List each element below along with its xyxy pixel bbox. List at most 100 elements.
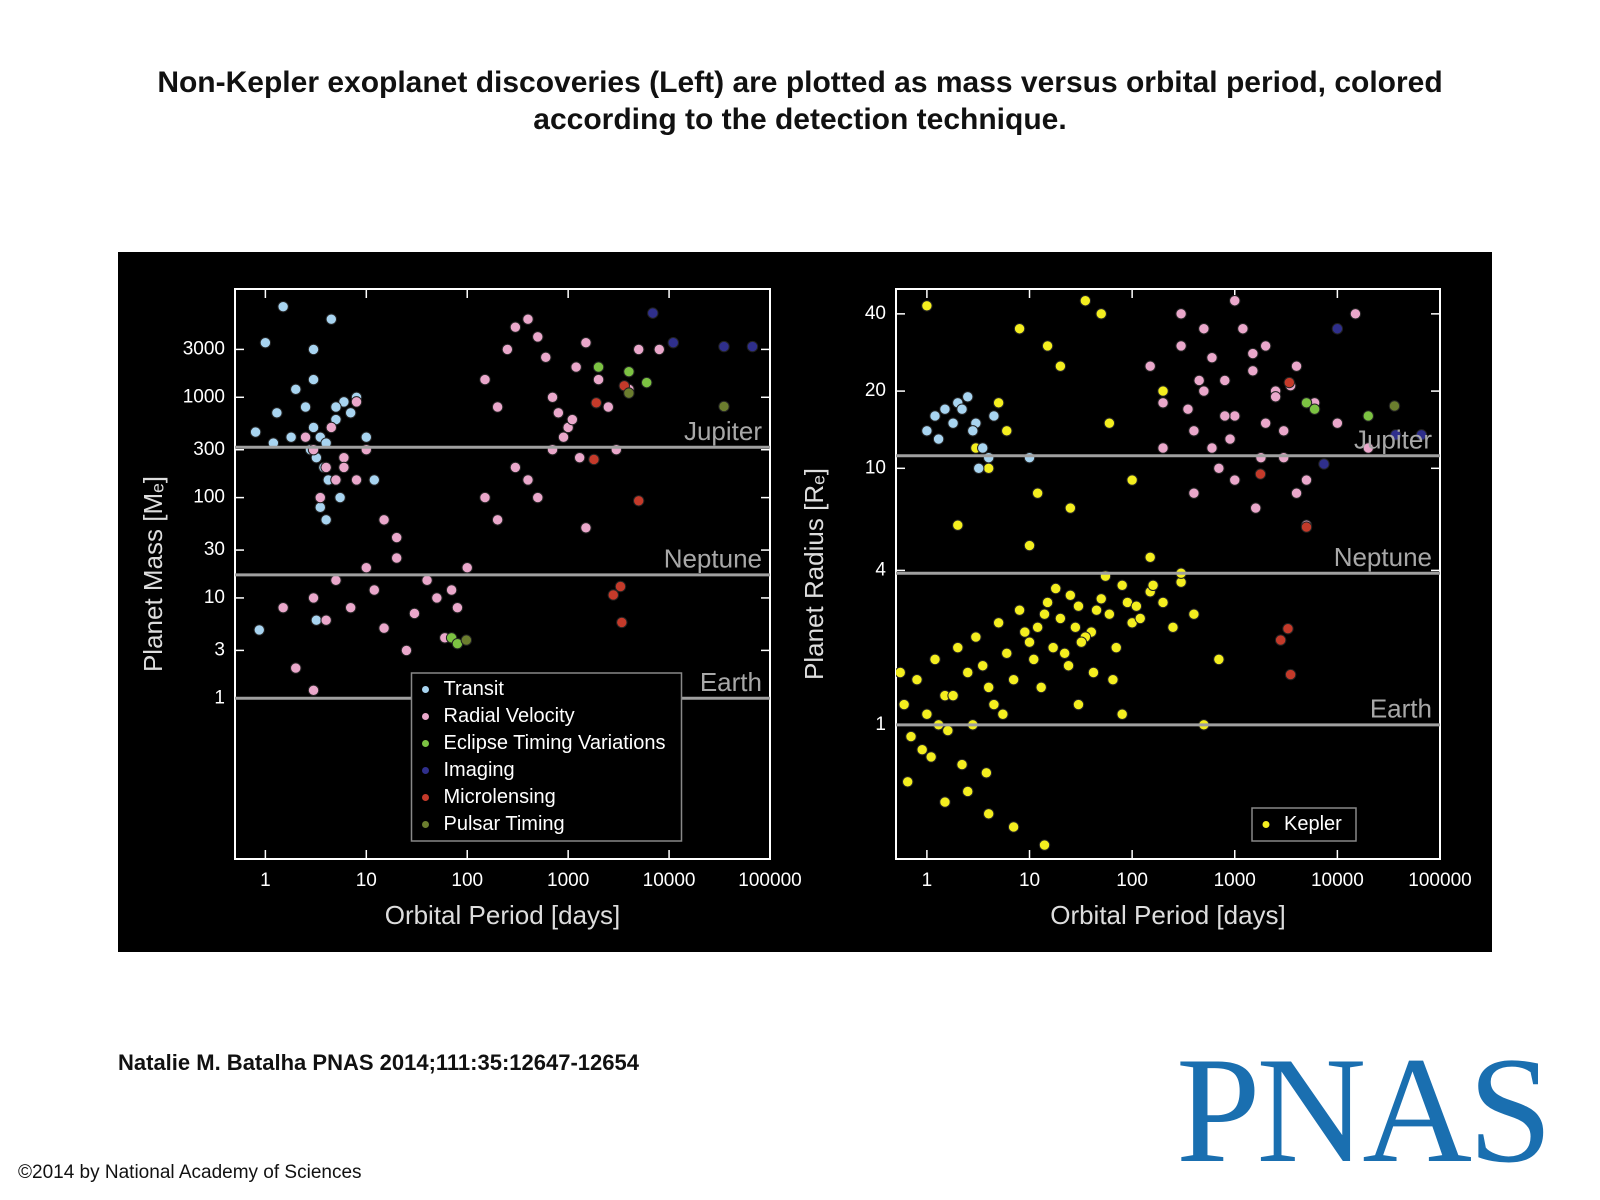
- legend-swatch: [422, 686, 429, 693]
- point: [1013, 323, 1026, 335]
- legend-swatch: [422, 767, 429, 774]
- point: [614, 580, 627, 593]
- point: [1182, 403, 1194, 415]
- point: [632, 495, 645, 507]
- point: [1144, 551, 1156, 563]
- point: [592, 361, 605, 373]
- point: [360, 431, 373, 443]
- legend-swatch: [422, 794, 429, 801]
- point: [259, 336, 272, 349]
- point: [939, 403, 951, 415]
- point: [1050, 582, 1062, 595]
- point: [1001, 425, 1013, 437]
- legend-box: [410, 672, 683, 842]
- point: [647, 307, 659, 319]
- legend-swatch: [422, 740, 429, 747]
- legend-label: Eclipse Timing Variations: [444, 732, 666, 754]
- point: [1013, 604, 1026, 616]
- point: [368, 584, 380, 596]
- point: [602, 401, 615, 413]
- point: [956, 403, 968, 415]
- point: [1259, 340, 1272, 352]
- point: [1069, 621, 1082, 634]
- point: [1035, 681, 1047, 694]
- point: [1331, 323, 1344, 335]
- point: [718, 340, 730, 353]
- y-tick-label: 3000: [183, 338, 225, 359]
- point: [921, 425, 933, 437]
- point: [1175, 340, 1187, 352]
- point: [1198, 323, 1210, 335]
- point: [522, 313, 534, 325]
- point: [344, 407, 357, 419]
- point: [1072, 600, 1085, 612]
- y-tick-label: 1: [214, 687, 225, 708]
- points: [249, 300, 759, 697]
- y-tick-label: 20: [865, 380, 886, 401]
- point: [1062, 660, 1075, 672]
- point: [1229, 410, 1241, 422]
- point: [314, 501, 326, 514]
- point: [570, 361, 582, 373]
- point: [1144, 360, 1156, 372]
- point: [338, 396, 350, 408]
- point: [1318, 458, 1330, 470]
- reference-label: Jupiter: [1354, 425, 1432, 455]
- point: [1031, 621, 1044, 634]
- x-tick-label: 100000: [1408, 870, 1471, 891]
- point: [390, 552, 403, 564]
- point: [1362, 442, 1374, 454]
- x-tick-label: 1: [922, 870, 933, 891]
- legend-swatch: [422, 713, 429, 720]
- point: [982, 462, 995, 475]
- point: [540, 351, 552, 364]
- point: [320, 461, 332, 474]
- point: [947, 689, 959, 702]
- point: [1198, 385, 1210, 397]
- point: [1300, 521, 1313, 533]
- point: [1157, 397, 1169, 409]
- point: [460, 634, 473, 646]
- point: [1023, 636, 1036, 648]
- point: [307, 421, 320, 434]
- point: [1095, 593, 1107, 605]
- point: [1041, 340, 1054, 352]
- point: [1087, 666, 1100, 679]
- point: [1188, 487, 1200, 499]
- point: [718, 400, 730, 413]
- point: [1134, 612, 1146, 625]
- point: [277, 601, 289, 614]
- reference-label: Earth: [1370, 694, 1432, 724]
- point: [1188, 425, 1200, 437]
- point: [290, 662, 302, 674]
- point: [1007, 821, 1020, 833]
- point: [1300, 474, 1313, 486]
- y-axis-label: Planet Mass [Mₑ]: [138, 476, 168, 672]
- y-tick-label: 3: [214, 639, 225, 660]
- point: [1290, 360, 1303, 372]
- point: [1047, 641, 1059, 654]
- point: [1064, 589, 1077, 601]
- y-tick-label: 300: [193, 439, 225, 460]
- point: [307, 343, 320, 356]
- legend-label: Imaging: [444, 759, 515, 781]
- point: [929, 410, 941, 422]
- point: [921, 300, 933, 312]
- legend-label: Transit: [444, 678, 505, 700]
- point: [1007, 673, 1020, 686]
- x-tick-label: 1: [260, 870, 271, 891]
- point: [378, 514, 390, 526]
- point: [338, 451, 350, 464]
- point: [1219, 410, 1231, 422]
- point: [408, 607, 421, 620]
- point: [992, 397, 1005, 409]
- point: [632, 343, 645, 356]
- legend-swatch: [1262, 821, 1270, 828]
- point: [1254, 468, 1267, 480]
- y-tick-label: 1000: [183, 386, 225, 407]
- point: [307, 592, 320, 604]
- point: [977, 442, 989, 454]
- point: [667, 336, 679, 349]
- point: [552, 407, 565, 419]
